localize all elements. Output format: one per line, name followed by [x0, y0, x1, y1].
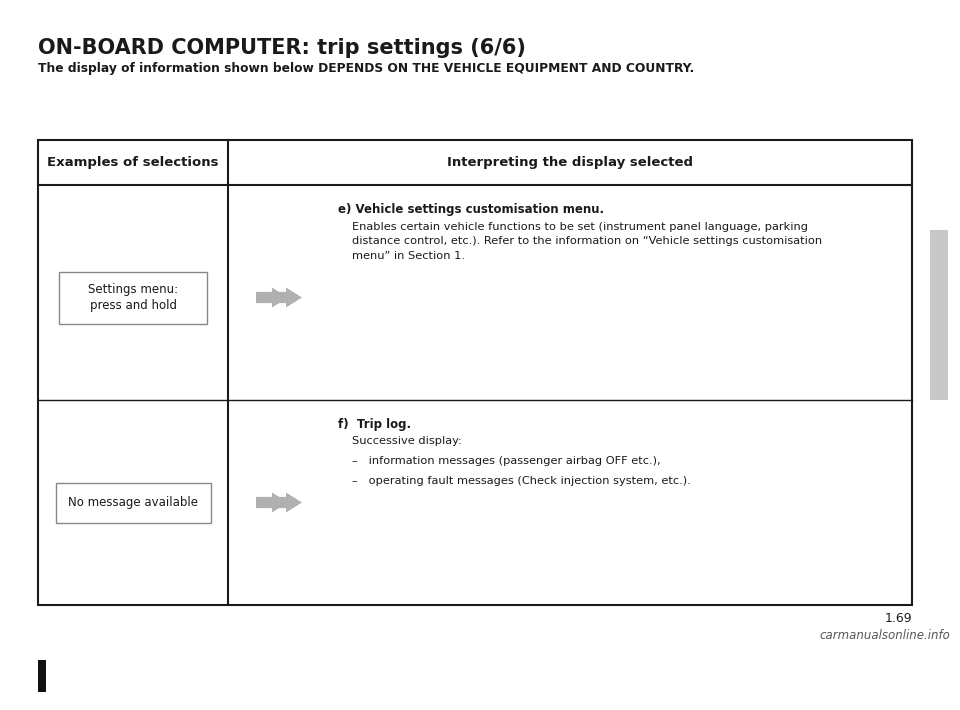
Text: Interpreting the display selected: Interpreting the display selected [447, 156, 693, 169]
Text: –   information messages (passenger airbag OFF etc.),: – information messages (passenger airbag… [352, 456, 660, 466]
Polygon shape [256, 288, 288, 307]
Text: Successive display:: Successive display: [352, 436, 462, 446]
Polygon shape [270, 288, 302, 307]
Text: f)  Trip log.: f) Trip log. [338, 418, 411, 431]
Bar [930, 230, 948, 400]
Polygon shape [270, 493, 302, 513]
Text: No message available: No message available [68, 496, 198, 509]
Text: –   operating fault messages (Check injection system, etc.).: – operating fault messages (Check inject… [352, 476, 691, 486]
Bar [38, 660, 46, 692]
Bar [38, 140, 912, 605]
Text: Examples of selections: Examples of selections [47, 156, 219, 169]
Text: ON-BOARD COMPUTER: trip settings (6/6): ON-BOARD COMPUTER: trip settings (6/6) [38, 38, 526, 58]
Text: Enables certain vehicle functions to be set (instrument panel language, parking
: Enables certain vehicle functions to be … [352, 222, 822, 261]
Polygon shape [256, 493, 288, 513]
Text: The display of information shown below DEPENDS ON THE VEHICLE EQUIPMENT AND COUN: The display of information shown below D… [38, 62, 694, 75]
Bar [56, 483, 210, 523]
Text: 1.69: 1.69 [884, 612, 912, 625]
Bar [59, 271, 207, 324]
Text: Settings menu:
press and hold: Settings menu: press and hold [88, 283, 178, 312]
Text: carmanualsonline.info: carmanualsonline.info [819, 629, 950, 642]
Text: e) Vehicle settings customisation menu.: e) Vehicle settings customisation menu. [338, 203, 604, 216]
